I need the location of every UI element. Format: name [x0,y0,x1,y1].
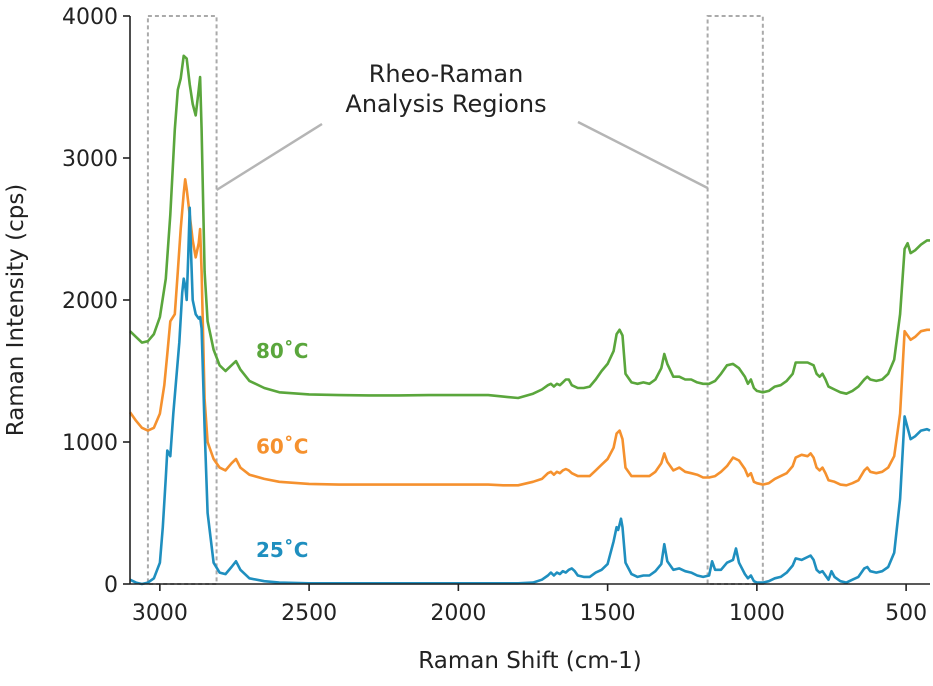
x-tick-label: 1500 [580,601,636,626]
x-tick-label: 3000 [132,601,188,626]
x-axis-title: Raman Shift (cm-1) [418,648,641,674]
y-tick-label: 3000 [62,147,118,172]
analysis-regions [146,15,764,585]
leader-line-left [215,122,323,192]
series-label-1: 80˚C [256,339,309,363]
series-label-2: 60˚C [256,434,309,458]
series-label-3: 25˚C [256,538,309,562]
y-tick-label: 0 [104,573,118,598]
leader-line-right [577,120,709,190]
y-tick-label: 2000 [62,289,118,314]
axes [123,15,930,591]
y-tick-label: 4000 [62,5,118,30]
analysis-region-box-1 [146,15,218,585]
y-tick-label: 1000 [62,431,118,456]
x-tick-label: 2500 [281,601,337,626]
annotation-leaders [215,120,709,192]
annotation-text-line-1: Rheo-Raman [369,60,524,88]
series-line-2 [128,178,930,487]
series-line-1 [129,54,930,400]
series-lines [128,54,931,586]
analysis-region-box-2 [706,15,764,585]
x-tick-label: 2000 [430,601,486,626]
x-tick-label: 500 [885,601,927,626]
text-labels: 0 1000 2000 3000 4000 3000 2500 2000 1500 1000 500… [3,5,927,674]
x-tick-label: 1000 [729,601,785,626]
series-line-3 [129,206,931,586]
annotation-text-line-2: Analysis Regions [345,90,546,118]
y-axis-title: Raman Intensity (cps) [3,184,29,437]
